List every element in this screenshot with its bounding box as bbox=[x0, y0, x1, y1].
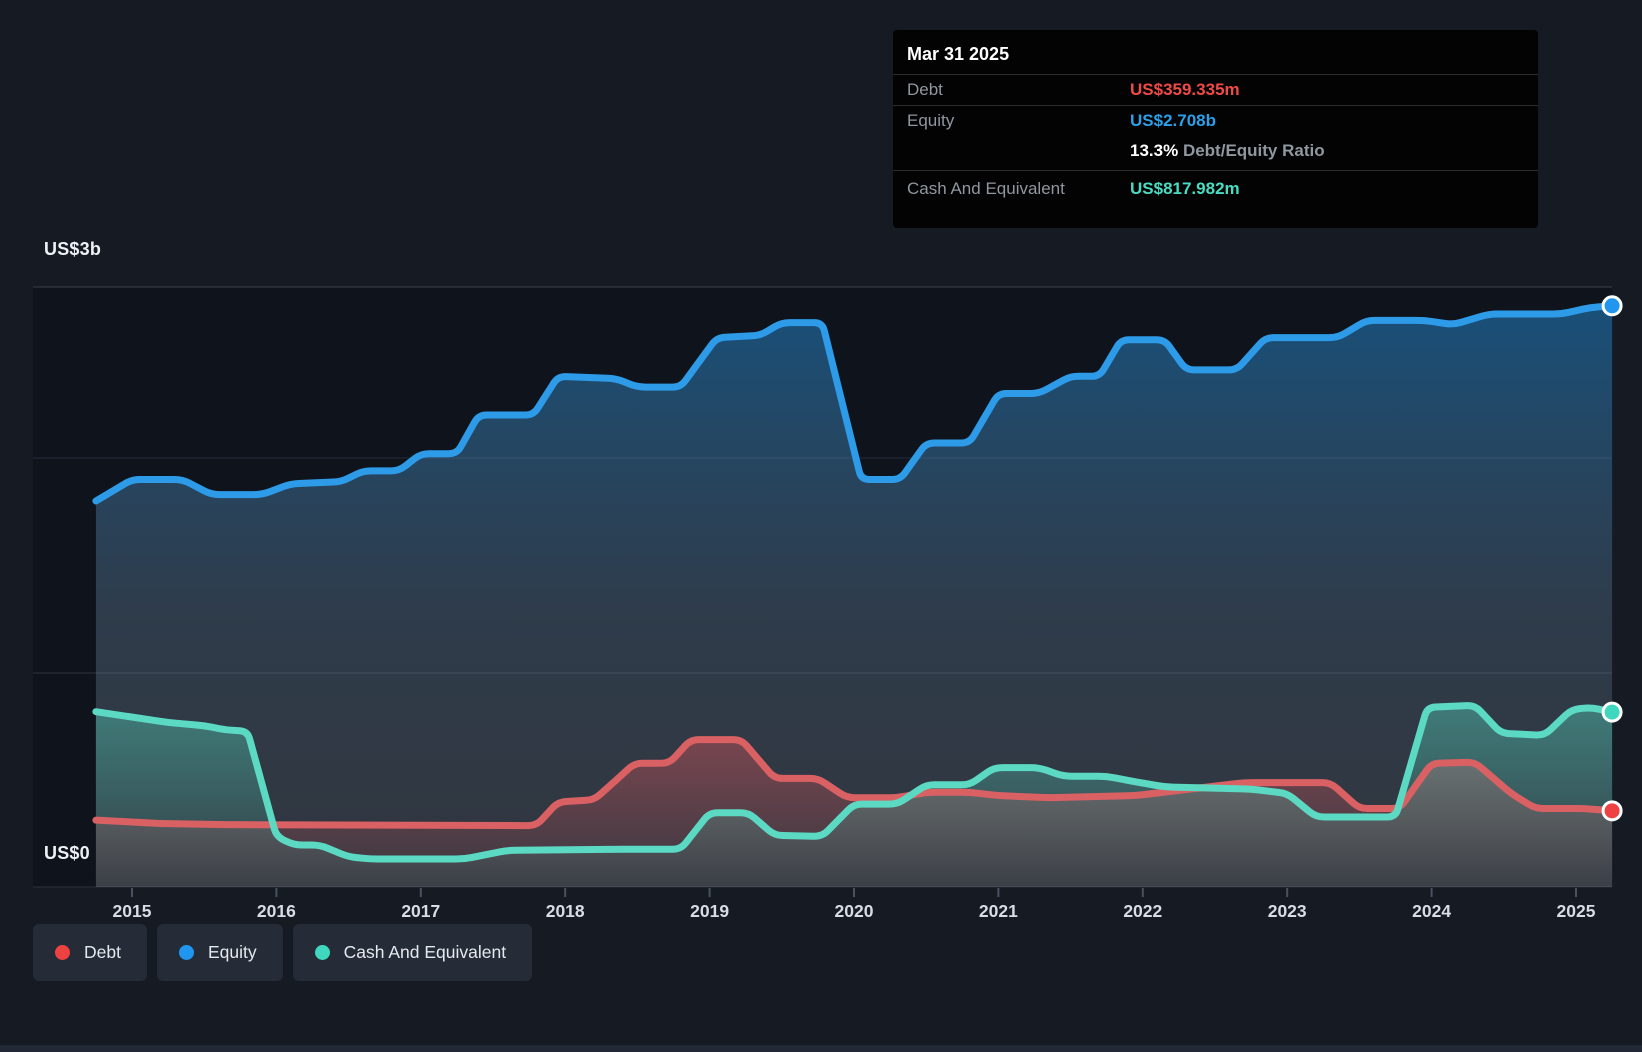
cash-area bbox=[95, 705, 1613, 887]
legend-label-equity: Equity bbox=[207, 942, 257, 962]
x-axis-year-label: 2015 bbox=[113, 901, 152, 921]
y-axis-label-top: US$3b bbox=[44, 239, 102, 259]
x-axis-year-label: 2020 bbox=[835, 901, 874, 921]
tooltip-row-equity: Equity US$2.708b bbox=[893, 106, 1538, 136]
debt-legend-dot bbox=[55, 945, 70, 960]
equity-legend-dot bbox=[178, 945, 194, 960]
legend-item-equity[interactable]: Equity bbox=[156, 924, 283, 981]
legend-label-cash: Cash And Equivalent bbox=[343, 942, 507, 962]
chart-legend: Debt Equity Cash And Equivalent bbox=[33, 924, 533, 981]
equity-endpoint-marker bbox=[1601, 295, 1623, 317]
legend-label-debt: Debt bbox=[84, 942, 121, 962]
cash-endpoint-marker bbox=[1601, 701, 1623, 723]
x-axis-year-label: 2016 bbox=[257, 901, 296, 921]
tooltip-debt-label: Debt bbox=[907, 80, 943, 99]
y-axis-label-bottom: US$0 bbox=[44, 843, 90, 863]
tooltip-ratio-value: 13.3% bbox=[1130, 141, 1179, 160]
chart-tooltip: Mar 31 2025 Debt US$359.335m Equity US$2… bbox=[893, 30, 1538, 228]
tooltip-row-ratio: 13.3% Debt/Equity Ratio bbox=[893, 136, 1538, 171]
debt-endpoint-marker bbox=[1601, 800, 1623, 822]
x-axis-year-label: 2022 bbox=[1123, 901, 1162, 921]
x-axis-year-label: 2018 bbox=[546, 901, 585, 921]
bottom-strip bbox=[0, 1045, 1642, 1052]
tooltip-cash-value: US$817.982m bbox=[1130, 179, 1240, 198]
x-axis-year-label: 2017 bbox=[401, 901, 440, 921]
x-axis-year-label: 2024 bbox=[1412, 901, 1451, 921]
x-axis-year-label: 2023 bbox=[1268, 901, 1307, 921]
tooltip-equity-value: US$2.708b bbox=[1130, 111, 1216, 130]
equity-line bbox=[92, 302, 1616, 505]
cash-line bbox=[92, 702, 1616, 863]
tooltip-ratio: 13.3% Debt/Equity Ratio bbox=[1130, 141, 1524, 161]
tooltip-debt-value: US$359.335m bbox=[1130, 80, 1240, 99]
tooltip-date: Mar 31 2025 bbox=[893, 30, 1538, 75]
legend-item-debt[interactable]: Debt bbox=[33, 924, 147, 981]
tooltip-row-cash: Cash And Equivalent US$817.982m bbox=[893, 171, 1538, 204]
tooltip-row-debt: Debt US$359.335m bbox=[893, 75, 1538, 106]
equity-area bbox=[95, 305, 1613, 887]
tooltip-equity-label: Equity bbox=[907, 111, 955, 130]
debt-line bbox=[92, 736, 1616, 830]
cash-legend-dot bbox=[314, 945, 330, 960]
tooltip-ratio-label: Debt/Equity Ratio bbox=[1182, 141, 1325, 160]
x-axis-year-label: 2021 bbox=[979, 901, 1018, 921]
tooltip-cash-label: Cash And Equivalent bbox=[907, 179, 1065, 198]
x-axis-year-label: 2019 bbox=[690, 901, 729, 921]
x-axis-year-label: 2025 bbox=[1557, 901, 1596, 921]
legend-item-cash[interactable]: Cash And Equivalent bbox=[292, 924, 533, 981]
